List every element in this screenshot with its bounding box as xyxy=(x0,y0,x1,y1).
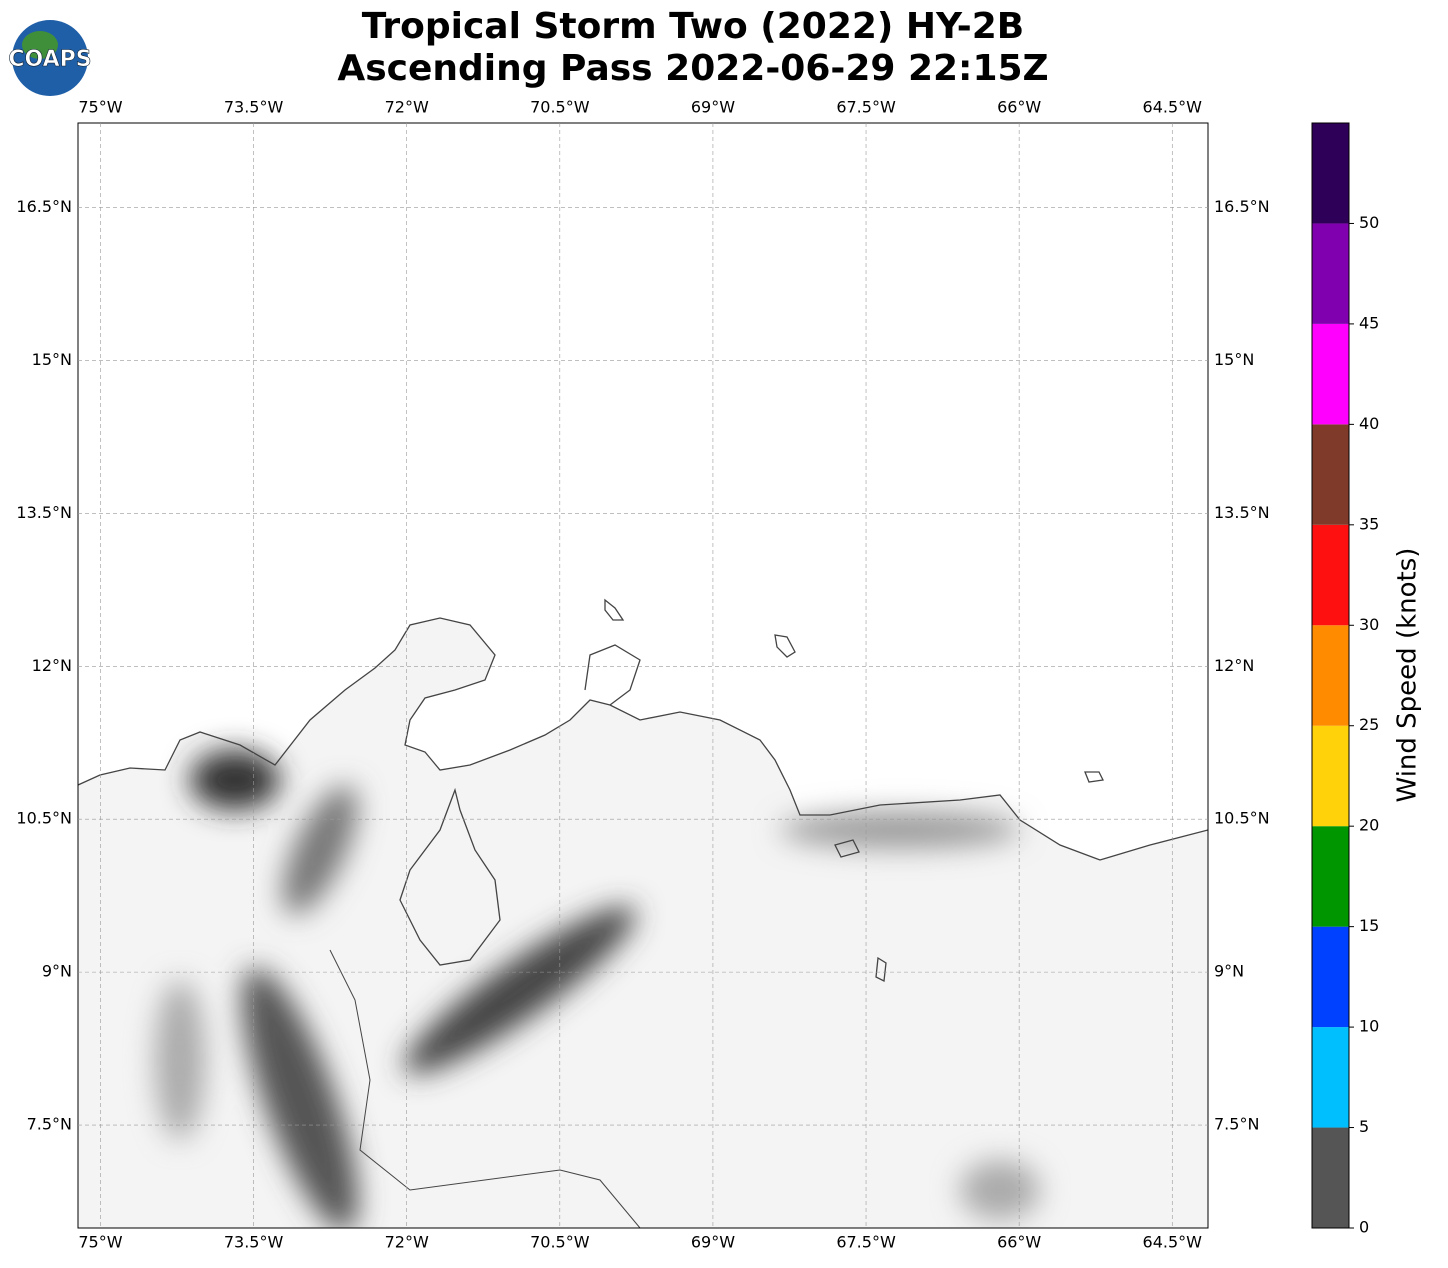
colorbar-segment xyxy=(1312,323,1349,425)
colorbar-tick-label: 50 xyxy=(1359,213,1379,232)
logo-text: COAPS xyxy=(8,47,91,72)
x-tick-label: 67.5°W xyxy=(836,98,896,117)
colorbar-tick-label: 45 xyxy=(1359,313,1379,332)
x-tick-label: 75°W xyxy=(78,98,122,117)
terrain-hill xyxy=(155,980,205,1140)
terrain-ridge xyxy=(241,967,359,1228)
y-tick-label: 12°N xyxy=(1214,656,1254,675)
terrain-ridge xyxy=(282,785,358,915)
colorbar-tick-label: 35 xyxy=(1359,514,1379,533)
y-tick-label: 15°N xyxy=(32,350,72,369)
y-tick-label: 15°N xyxy=(1214,350,1254,369)
title-line: Ascending Pass 2022-06-29 22:15Z xyxy=(337,48,1048,89)
y-tick-label: 16.5°N xyxy=(16,197,72,216)
x-tick-label: 73.5°W xyxy=(224,98,284,117)
x-tick-label: 66°W xyxy=(997,1233,1041,1252)
map-area xyxy=(78,123,1208,1228)
x-tick-label: 69°W xyxy=(691,1233,735,1252)
terrain-peak xyxy=(190,750,280,810)
colorbar-segment xyxy=(1312,424,1349,525)
y-tick-label: 9°N xyxy=(1214,962,1244,981)
y-tick-label: 16.5°N xyxy=(1214,197,1270,216)
y-tick-label: 12°N xyxy=(32,656,72,675)
colorbar-tick-label: 40 xyxy=(1359,414,1379,433)
y-tick-label: 7.5°N xyxy=(1214,1115,1259,1134)
coastline xyxy=(584,644,641,706)
terrain-ridge xyxy=(404,906,636,1074)
colorbar-segment xyxy=(1312,1127,1349,1228)
x-tick-label: 64.5°W xyxy=(1143,98,1203,117)
colorbar-segment xyxy=(1312,826,1349,927)
y-tick-label: 10.5°N xyxy=(1214,809,1270,828)
map-frame xyxy=(77,122,1209,1229)
colorbar-label: Wind Speed (knots) xyxy=(1393,548,1423,803)
x-tick-label: 66°W xyxy=(997,98,1041,117)
x-tick-label: 70.5°W xyxy=(530,1233,590,1252)
y-tick-label: 7.5°N xyxy=(27,1115,72,1134)
coastline xyxy=(78,617,1208,861)
colorbar-tick-label: 15 xyxy=(1359,916,1379,935)
x-tick-label: 72°W xyxy=(385,98,429,117)
x-tick-label: 75°W xyxy=(78,1233,122,1252)
colorbar-segment xyxy=(1312,223,1349,324)
colorbar-frame xyxy=(1311,122,1350,1229)
colorbar-segment xyxy=(1312,926,1349,1028)
colorbar-tick-label: 10 xyxy=(1359,1017,1379,1036)
border xyxy=(329,949,641,1228)
colorbar-segment xyxy=(1312,725,1349,827)
island xyxy=(604,598,1104,982)
x-tick-label: 69°W xyxy=(691,98,735,117)
x-tick-label: 67.5°W xyxy=(836,1233,896,1252)
logo: COAPS xyxy=(8,20,92,96)
lake-shore xyxy=(399,787,501,966)
colorbar-tick-label: 5 xyxy=(1359,1117,1369,1136)
x-tick-label: 73.5°W xyxy=(224,1233,284,1252)
x-tick-label: 64.5°W xyxy=(1143,1233,1203,1252)
terrain-ridge xyxy=(780,812,1020,848)
title-line: Tropical Storm Two (2022) HY-2B xyxy=(362,6,1024,47)
y-tick-label: 10.5°N xyxy=(16,809,72,828)
colorbar-segment xyxy=(1312,123,1349,224)
x-tick-label: 72°W xyxy=(385,1233,429,1252)
terrain-hill xyxy=(960,1160,1040,1220)
terrain xyxy=(155,750,1040,1228)
land xyxy=(78,618,1208,1228)
colorbar-tick-label: 25 xyxy=(1359,715,1379,734)
colorbar-segment xyxy=(1312,625,1349,726)
y-tick-label: 13.5°N xyxy=(1214,503,1270,522)
y-tick-label: 13.5°N xyxy=(16,503,72,522)
colorbar-segment xyxy=(1312,1027,1349,1128)
y-tick-label: 9°N xyxy=(42,962,72,981)
colorbar-tick-label: 0 xyxy=(1359,1218,1369,1237)
colorbar-tick-label: 30 xyxy=(1359,615,1379,634)
colorbar-tick-label: 20 xyxy=(1359,816,1379,835)
colorbar-segment xyxy=(1312,524,1349,626)
logo-land xyxy=(22,31,58,59)
x-tick-label: 70.5°W xyxy=(530,98,590,117)
